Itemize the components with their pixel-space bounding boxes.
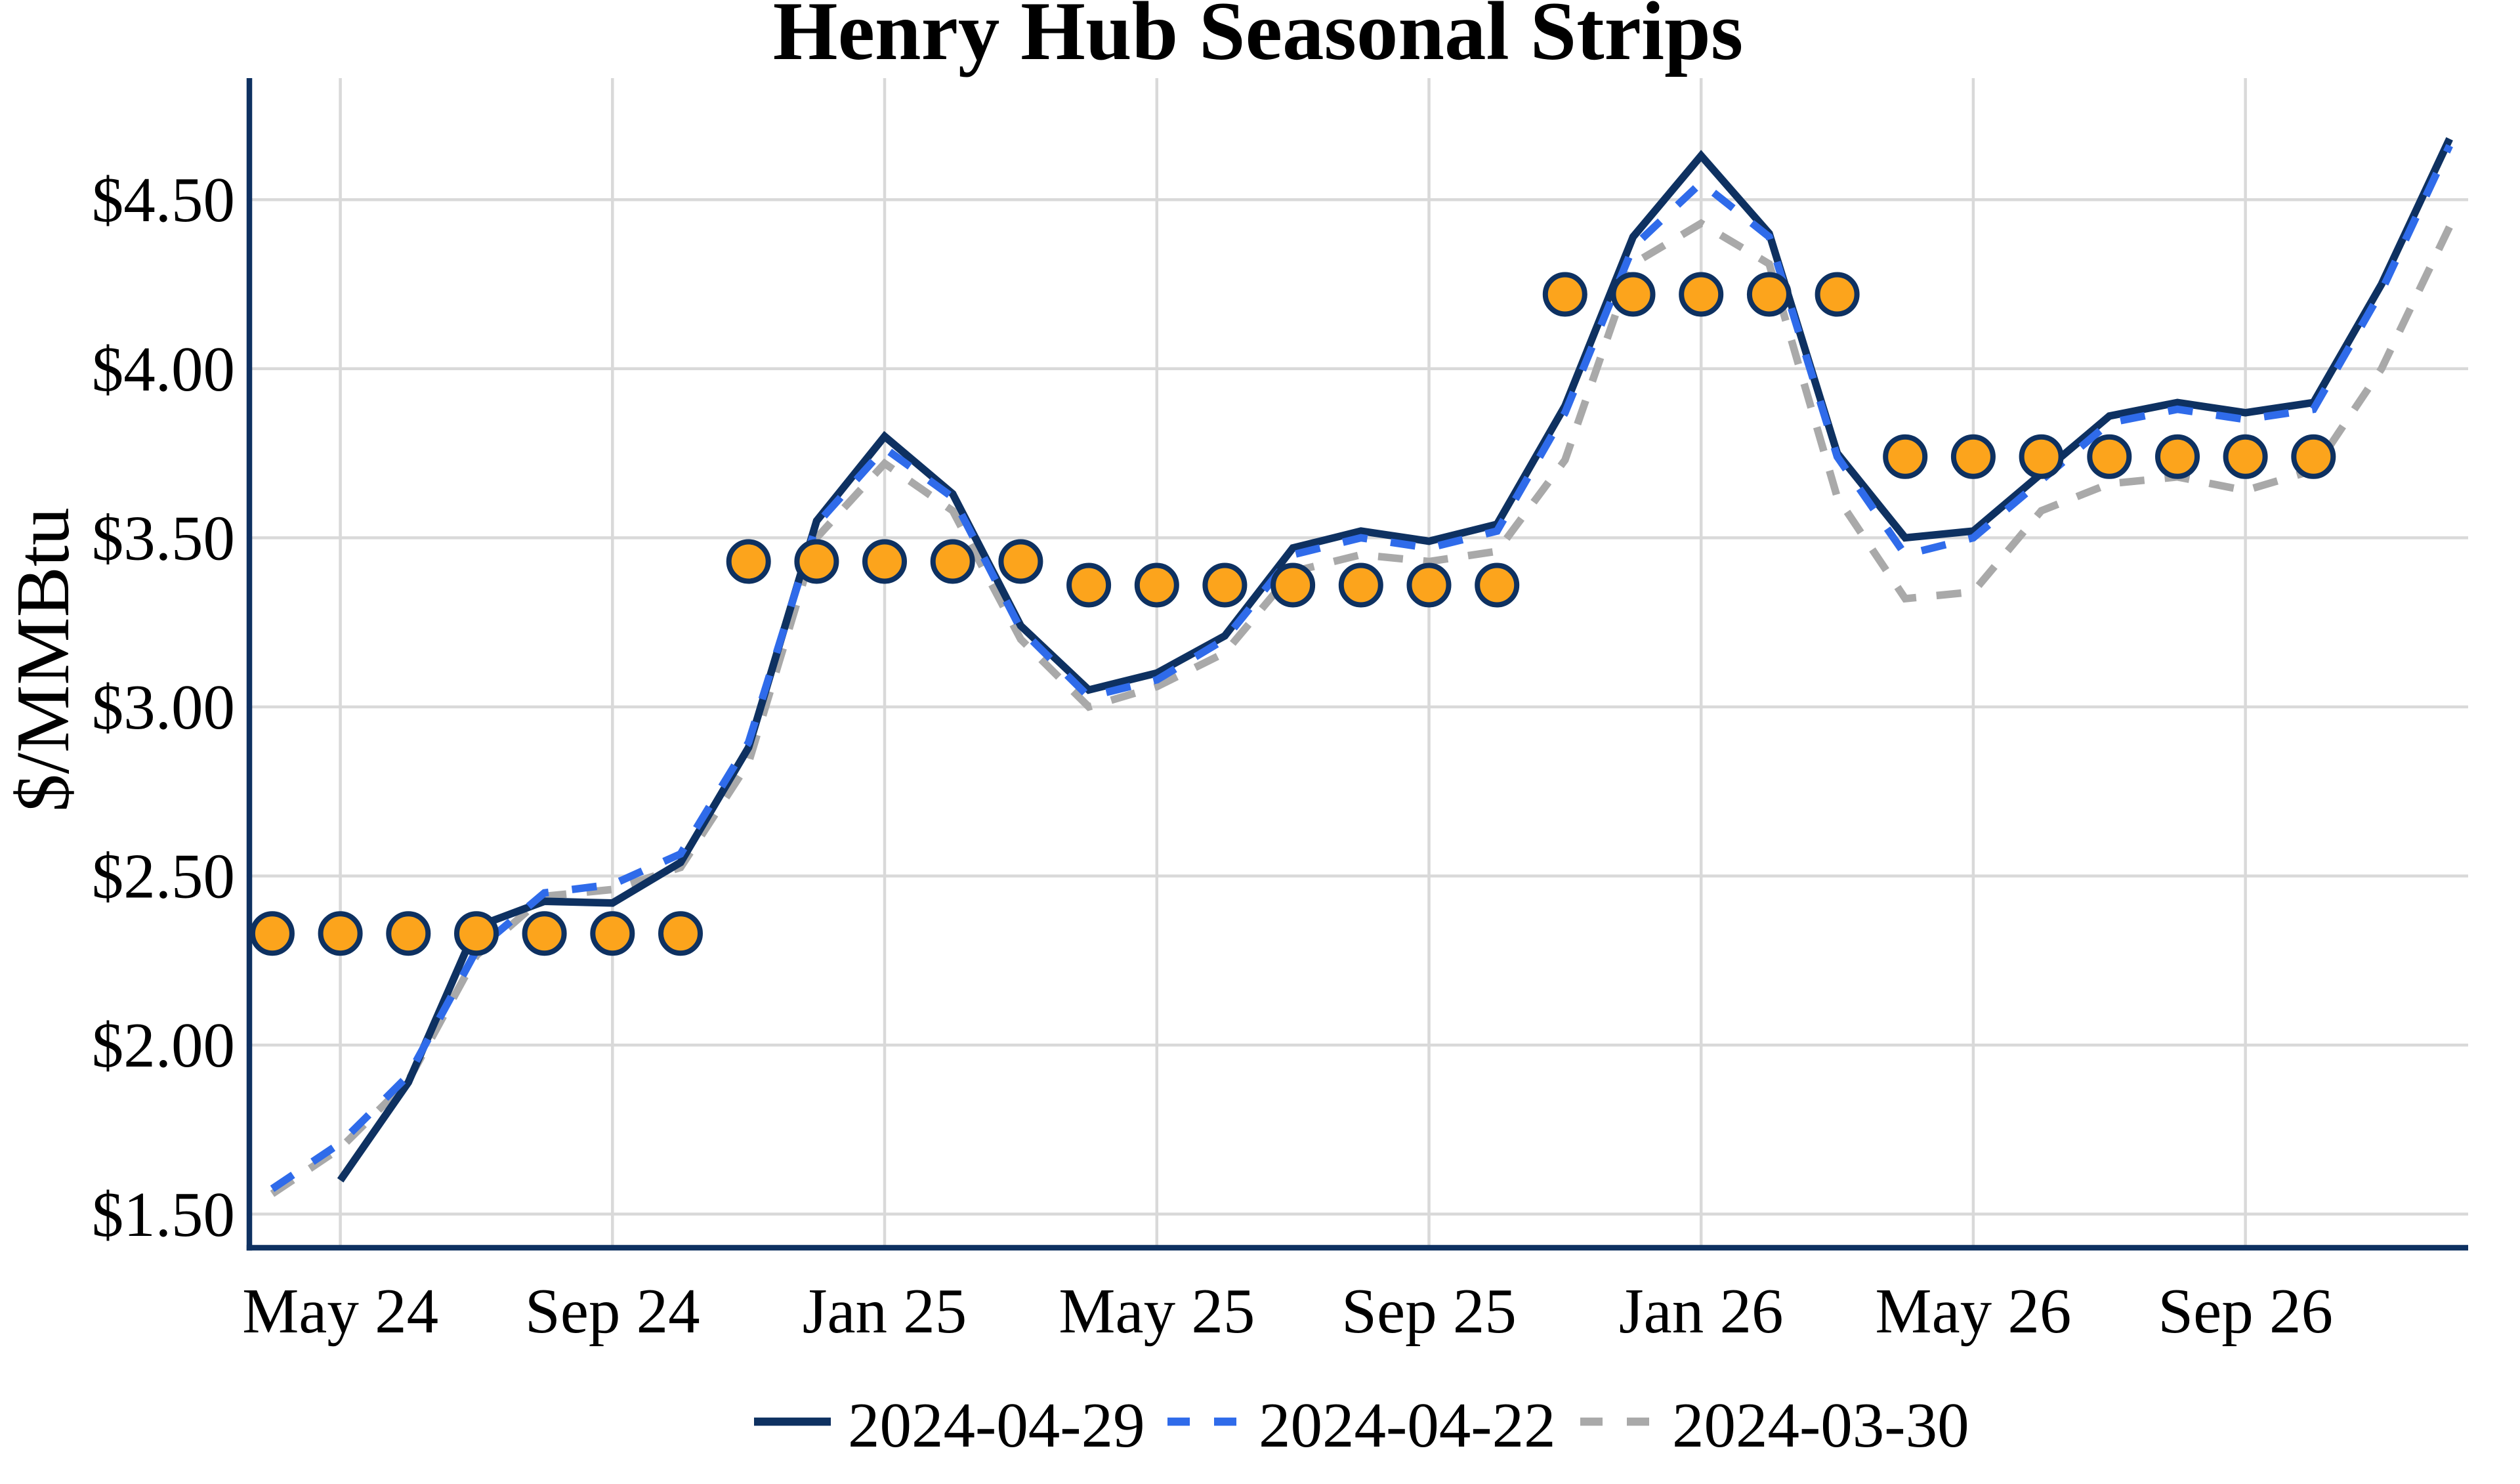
svg-text:Jan 26: Jan 26 bbox=[1619, 1276, 1784, 1346]
svg-text:Henry Hub Seasonal Strips: Henry Hub Seasonal Strips bbox=[773, 0, 1743, 77]
svg-text:$2.00: $2.00 bbox=[92, 1010, 235, 1080]
svg-text:Sep 25: Sep 25 bbox=[1341, 1276, 1517, 1346]
svg-text:$/MMBtu: $/MMBtu bbox=[1, 507, 85, 812]
svg-text:$3.50: $3.50 bbox=[92, 503, 235, 573]
svg-text:May 24: May 24 bbox=[242, 1276, 438, 1346]
svg-text:Jan 25: Jan 25 bbox=[803, 1276, 967, 1346]
svg-text:2024-03-30: 2024-03-30 bbox=[1672, 1390, 1969, 1460]
svg-text:Sep 24: Sep 24 bbox=[525, 1276, 700, 1346]
svg-text:May 25: May 25 bbox=[1059, 1276, 1255, 1346]
svg-text:$4.00: $4.00 bbox=[92, 334, 235, 404]
svg-text:$2.50: $2.50 bbox=[92, 841, 235, 912]
svg-text:$3.00: $3.00 bbox=[92, 672, 235, 742]
svg-text:2024-04-29: 2024-04-29 bbox=[848, 1390, 1145, 1460]
svg-text:May 26: May 26 bbox=[1875, 1276, 2071, 1346]
svg-text:2024-04-22: 2024-04-22 bbox=[1259, 1390, 1556, 1460]
svg-text:Sep 26: Sep 26 bbox=[2158, 1276, 2333, 1346]
svg-text:$1.50: $1.50 bbox=[92, 1179, 235, 1250]
svg-text:$4.50: $4.50 bbox=[92, 165, 235, 235]
